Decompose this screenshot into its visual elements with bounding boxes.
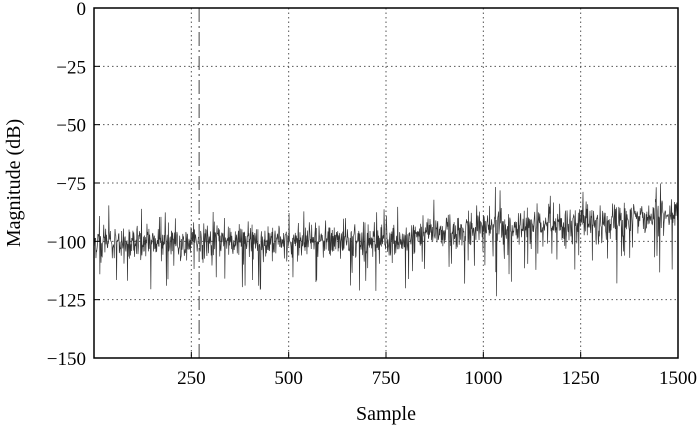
x-tick-label: 1000 <box>464 368 502 389</box>
x-tick-label: 750 <box>372 368 401 389</box>
x-axis-title: Sample <box>356 403 416 425</box>
x-tick-label: 1500 <box>659 368 697 389</box>
y-tick-label: −75 <box>56 174 86 195</box>
x-tick-label: 250 <box>177 368 206 389</box>
y-tick-label: −125 <box>47 291 86 312</box>
y-tick-label: −150 <box>47 349 86 370</box>
series-layer <box>93 183 679 297</box>
y-tick-label: −25 <box>56 57 86 78</box>
y-tick-label: −50 <box>56 116 86 137</box>
y-tick-label: 0 <box>77 0 87 20</box>
x-tick-label: 500 <box>274 368 303 389</box>
series-line-0 <box>93 183 679 297</box>
y-axis: 0 −25 −50 −75 −100 −125 −150 <box>47 0 100 370</box>
grid <box>94 8 678 358</box>
x-axis: 250 500 750 1000 1250 1500 <box>177 352 697 389</box>
y-axis-title: Magnitude (dB) <box>3 119 25 247</box>
y-tick-label: −100 <box>47 232 86 253</box>
x-tick-label: 1250 <box>562 368 600 389</box>
